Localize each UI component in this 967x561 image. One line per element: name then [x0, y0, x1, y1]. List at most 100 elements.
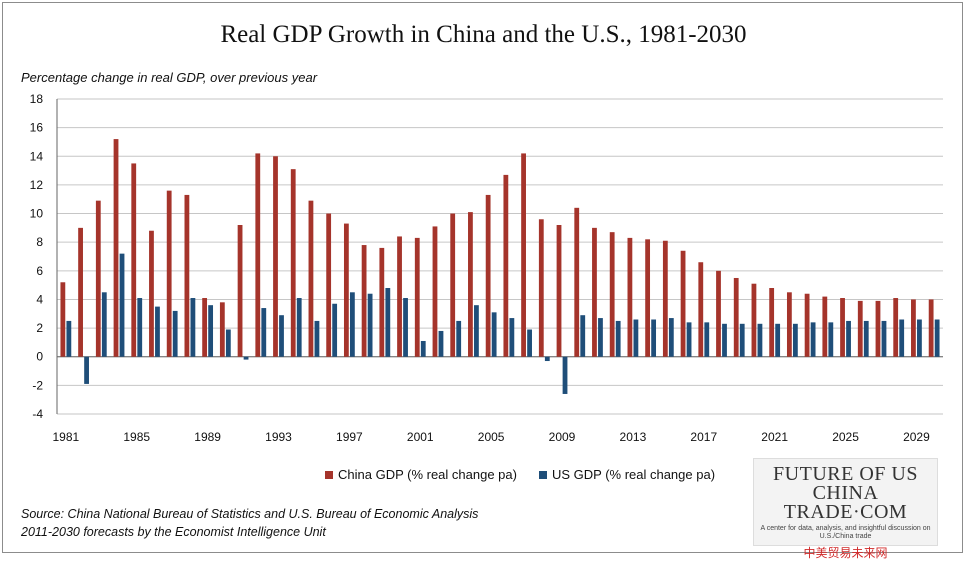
x-tick-label: 1989: [194, 430, 221, 444]
china-bar-1986: [149, 230, 154, 357]
y-tick-label: -2: [32, 378, 43, 392]
source-note: Source: China National Bureau of Statist…: [21, 505, 478, 541]
china-bar-2012: [609, 232, 615, 357]
x-tick-label: 1985: [123, 430, 150, 444]
us-bar-2030: [934, 319, 940, 357]
china-bar-2016: [680, 250, 686, 357]
china-bar-1985: [131, 163, 137, 357]
us-bar-2006: [509, 318, 515, 357]
china-bar-2022: [786, 292, 792, 357]
us-bar-1992: [261, 308, 267, 357]
site-logo: FUTURE OF US CHINA TRADE·COM A center fo…: [753, 458, 938, 560]
china-bar-2028: [893, 298, 899, 357]
us-bar-2021: [775, 323, 781, 357]
us-bar-2013: [633, 319, 639, 357]
china-bar-2013: [627, 237, 633, 357]
us-bar-2005: [491, 312, 497, 357]
us-bar-2028: [899, 319, 905, 357]
us-bar-1984: [119, 253, 125, 357]
us-bar-2029: [917, 319, 922, 357]
y-tick-label: 8: [36, 235, 43, 249]
china-bar-1994: [290, 169, 296, 357]
us-bar-1989: [208, 305, 214, 357]
y-tick-label: 6: [36, 264, 43, 278]
x-tick-label: 2017: [690, 430, 717, 444]
china-bar-1997: [343, 223, 349, 357]
y-tick-label: 18: [30, 92, 44, 106]
china-bar-1988: [184, 194, 190, 357]
china-bar-2029: [911, 299, 916, 357]
x-tick-label: 2001: [407, 430, 434, 444]
y-tick-label: 4: [36, 292, 43, 306]
y-tick-label: 0: [36, 350, 43, 364]
y-tick-label: 12: [30, 178, 44, 192]
us-bar-2019: [739, 323, 745, 357]
y-tick-label: 2: [36, 321, 43, 335]
legend-item-us: US GDP (% real change pa): [538, 467, 716, 482]
china-bar-1983: [95, 200, 101, 357]
us-bar-1982: [84, 356, 89, 384]
china-bar-2024: [822, 296, 828, 357]
us-bar-2025: [846, 320, 851, 357]
china-bar-2017: [698, 262, 704, 357]
us-bar-1999: [385, 288, 391, 357]
china-bar-2003: [450, 213, 456, 357]
china-bar-2002: [432, 226, 438, 357]
logo-tagline: A center for data, analysis, and insight…: [760, 525, 931, 540]
us-bar-2017: [704, 322, 710, 357]
logo-main-text: FUTURE OF US CHINA TRADE·COM: [773, 463, 918, 523]
us-bar-1995: [314, 320, 320, 357]
us-bar-1988: [190, 298, 196, 357]
us-bar-2023: [810, 322, 816, 357]
us-bar-2024: [828, 322, 834, 357]
source-line-2: 2011-2030 forecasts by the Economist Int…: [21, 525, 326, 539]
china-bar-1981: [60, 282, 66, 357]
china-bar-2019: [733, 277, 739, 357]
us-bar-1997: [349, 292, 355, 357]
x-tick-label: 1993: [265, 430, 292, 444]
china-bar-1990: [219, 302, 225, 357]
us-bar-2015: [668, 318, 674, 357]
us-bar-1987: [172, 310, 178, 357]
legend-swatch-china: [325, 470, 333, 479]
us-bar-1998: [367, 293, 373, 357]
x-tick-label: 1981: [53, 430, 80, 444]
y-tick-label: -4: [32, 407, 43, 421]
x-tick-label: 2009: [549, 430, 576, 444]
china-bar-1998: [361, 245, 367, 357]
us-bar-2002: [438, 330, 444, 357]
china-bar-2011: [592, 227, 597, 357]
y-tick-label: 16: [30, 121, 44, 135]
china-bar-2007: [521, 153, 526, 357]
y-tick-label: 10: [30, 207, 44, 221]
china-bar-2020: [751, 283, 757, 357]
x-tick-label: 2021: [761, 430, 788, 444]
china-bar-2010: [574, 207, 580, 357]
us-bar-2014: [651, 319, 657, 357]
us-bar-1985: [137, 298, 143, 357]
china-bar-2026: [857, 300, 863, 357]
us-bar-2026: [863, 320, 869, 357]
legend: China GDP (% real change pa) US GDP (% r…: [325, 467, 715, 482]
us-bar-1981: [66, 320, 72, 357]
us-bar-2027: [881, 320, 887, 357]
us-bar-1993: [279, 315, 284, 357]
legend-item-china: China GDP (% real change pa): [325, 467, 517, 482]
china-bar-1992: [255, 153, 261, 357]
us-bar-2016: [686, 322, 692, 357]
legend-label-us: US GDP (% real change pa): [551, 467, 716, 482]
us-bar-2009: [562, 356, 568, 394]
china-bar-1982: [78, 227, 83, 357]
china-bar-1987: [166, 190, 172, 357]
us-bar-1990: [225, 329, 231, 357]
us-bar-2004: [474, 305, 479, 357]
us-bar-2012: [615, 320, 621, 357]
us-bar-2022: [792, 323, 798, 357]
china-bar-2027: [875, 300, 881, 357]
us-bar-2018: [722, 323, 727, 357]
china-bar-1984: [113, 139, 119, 357]
china-bar-1991: [237, 225, 243, 357]
x-tick-label: 2013: [620, 430, 647, 444]
